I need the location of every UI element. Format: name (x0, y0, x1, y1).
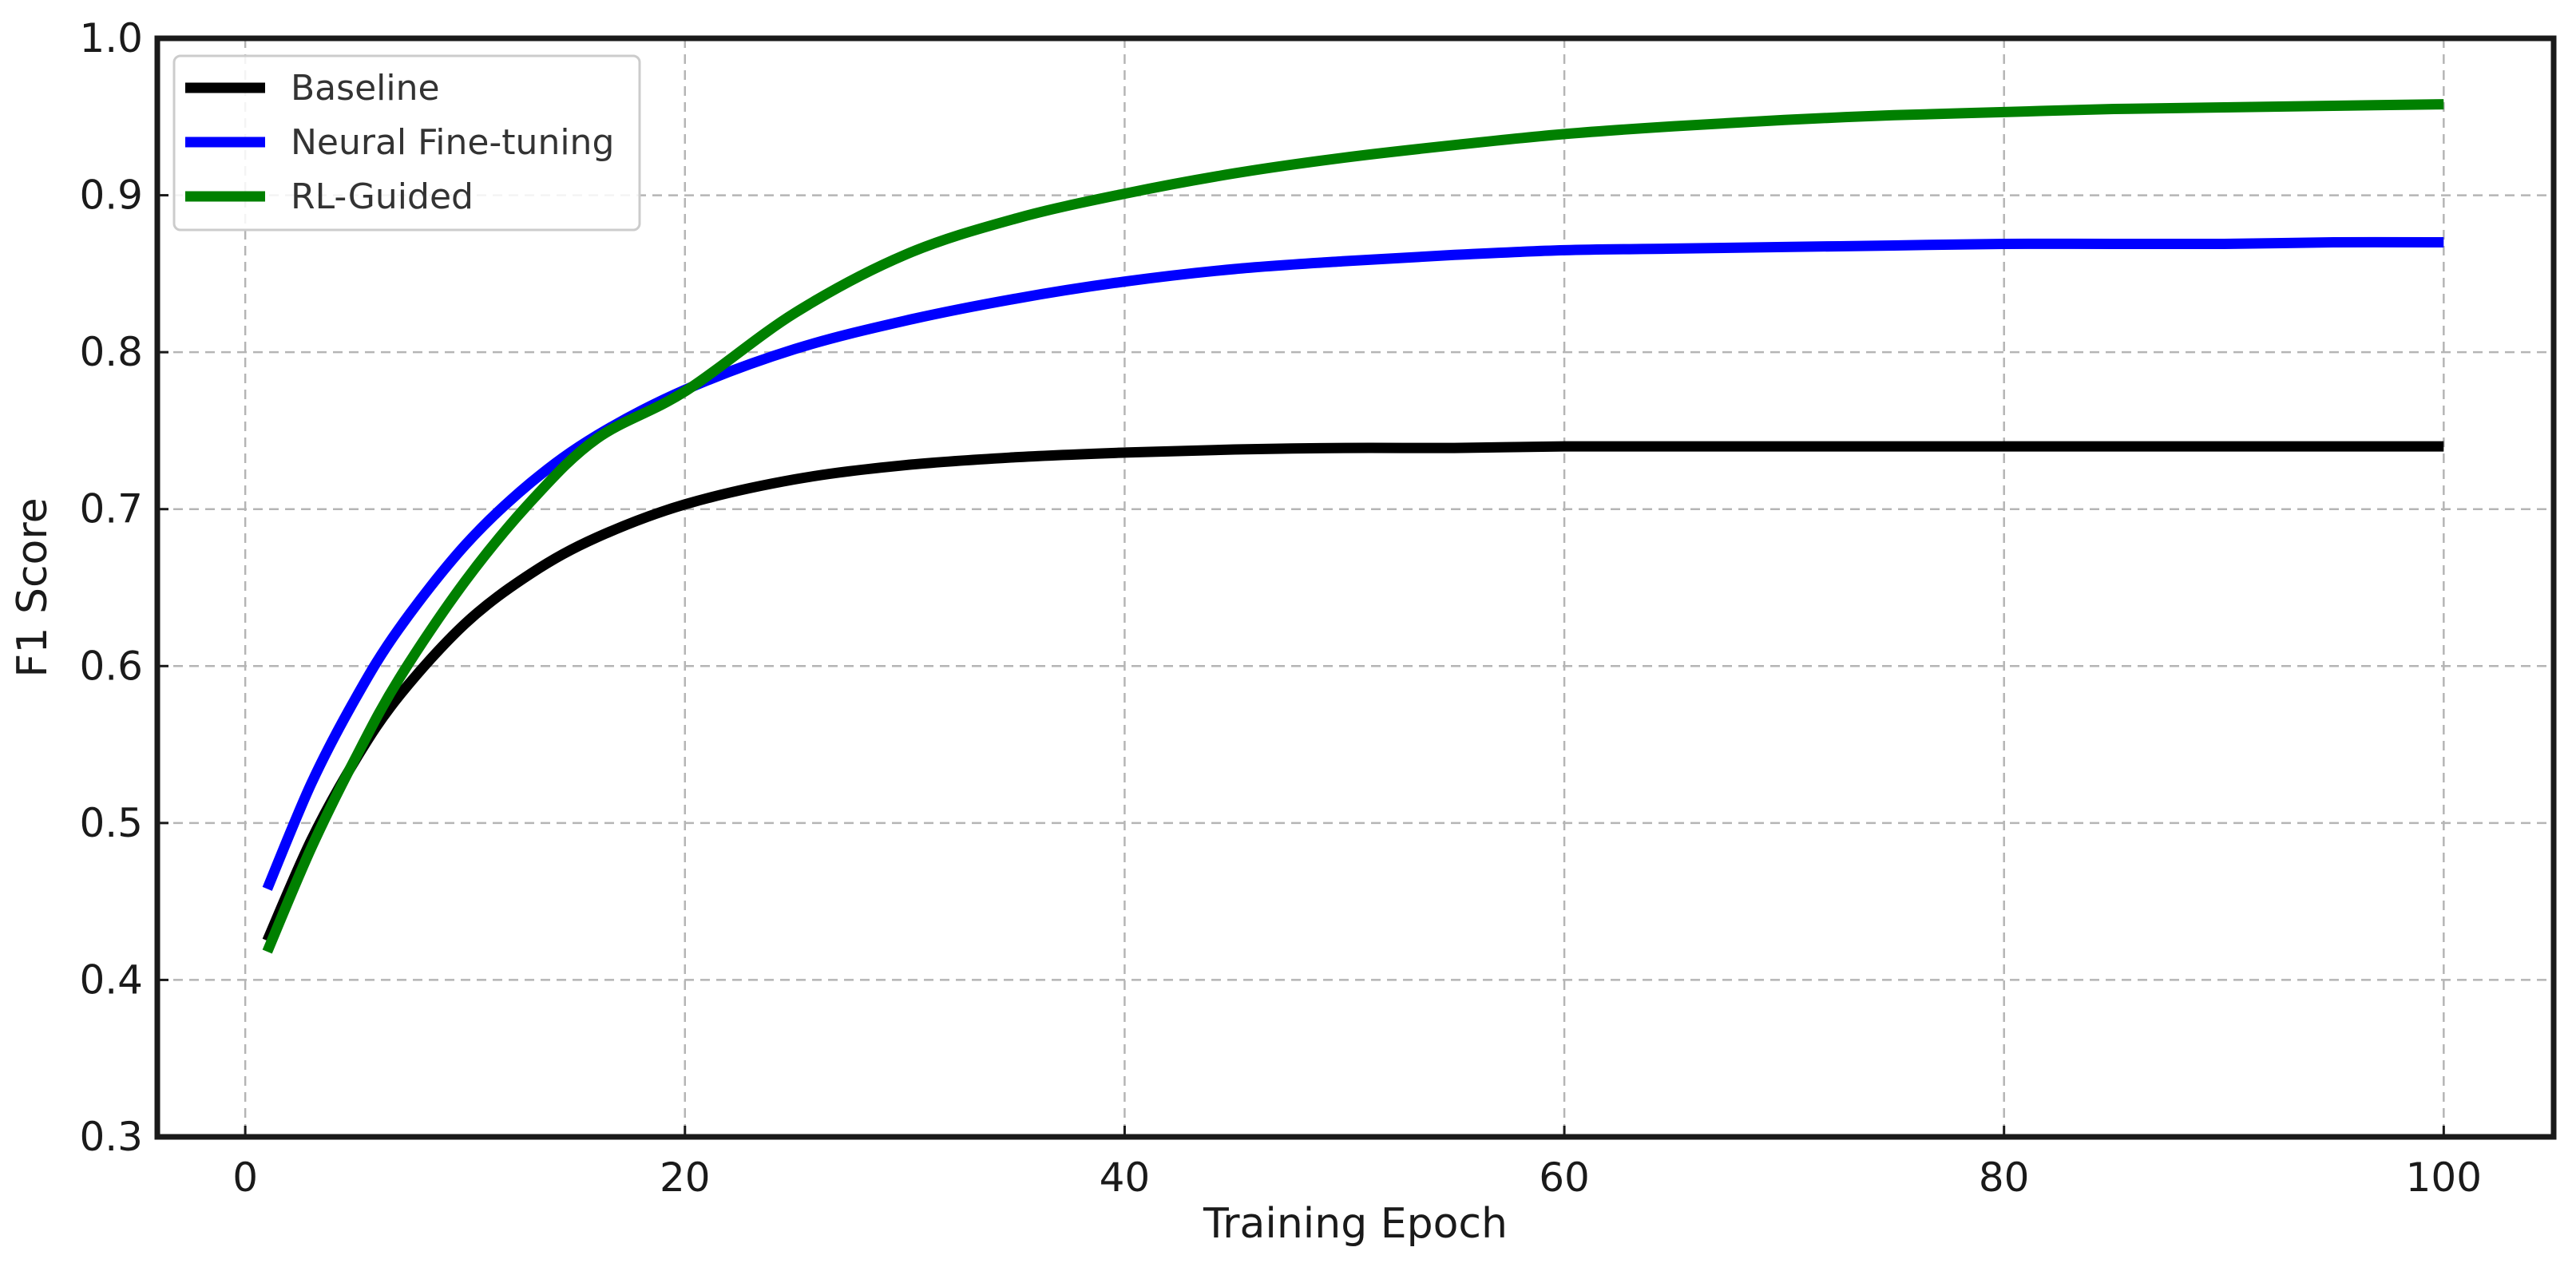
y-tick-label: 0.5 (79, 800, 143, 846)
x-tick-label: 100 (2406, 1154, 2482, 1201)
legend-box (172, 54, 641, 232)
series-line-baseline (262, 441, 2444, 943)
series-lines (262, 99, 2444, 954)
y-tick-label: 0.6 (79, 643, 143, 689)
x-axis-label: Training Epoch (1203, 1200, 1508, 1248)
y-tick-label: 0.3 (79, 1114, 143, 1160)
series-line-neural-fine-tuning (262, 236, 2444, 891)
series-line-rl-guided (262, 99, 2444, 954)
x-tick-label: 80 (1979, 1154, 2030, 1201)
y-tick-label: 0.4 (79, 956, 143, 1003)
y-tick-label: 1.0 (79, 15, 143, 61)
y-axis-label: F1 Score (9, 497, 57, 677)
x-tick-label: 0 (232, 1154, 258, 1201)
legend-label: Neural Fine-tuning (291, 122, 614, 163)
legend-label: Baseline (291, 68, 440, 109)
x-tick-label: 20 (660, 1154, 711, 1201)
y-tick-label: 0.7 (79, 486, 143, 533)
plot-frame (154, 35, 2557, 1140)
legend-label: RL-Guided (291, 176, 474, 217)
legend: Baseline Neural Fine-tuning RL-Guided (172, 54, 641, 232)
x-tick-label: 60 (1539, 1154, 1590, 1201)
y-tick-label: 0.8 (79, 329, 143, 375)
x-tick-label: 40 (1100, 1154, 1151, 1201)
y-tick-label: 0.9 (79, 172, 143, 219)
axis-ticks: 0 20 40 60 80 100 0.3 0.4 0.5 0.6 0.7 0.8 0.9 1.0 (79, 15, 2482, 1201)
